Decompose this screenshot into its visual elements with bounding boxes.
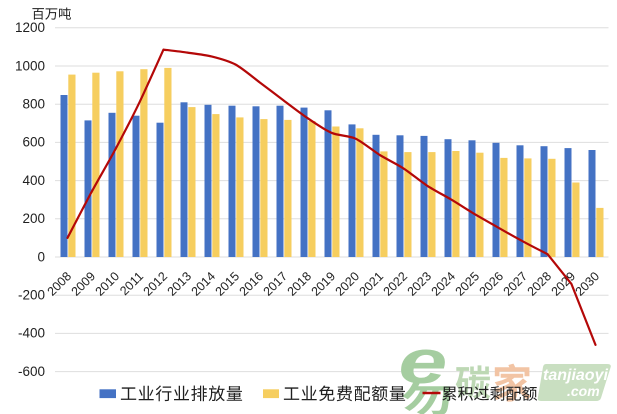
svg-text:0: 0	[37, 249, 45, 264]
svg-text:-400: -400	[18, 326, 45, 341]
svg-text:600: 600	[22, 135, 45, 150]
svg-text:tanjiaoyi: tanjiaoyi	[543, 367, 608, 384]
svg-text:800: 800	[22, 97, 45, 112]
svg-text:-200: -200	[18, 288, 45, 303]
svg-text:.com: .com	[567, 383, 600, 399]
svg-text:1200: 1200	[15, 20, 45, 35]
svg-text:200: 200	[22, 211, 45, 226]
svg-text:e: e	[398, 328, 447, 397]
svg-text:400: 400	[22, 173, 45, 188]
svg-text:1000: 1000	[15, 58, 45, 73]
svg-text:-600: -600	[18, 364, 45, 379]
